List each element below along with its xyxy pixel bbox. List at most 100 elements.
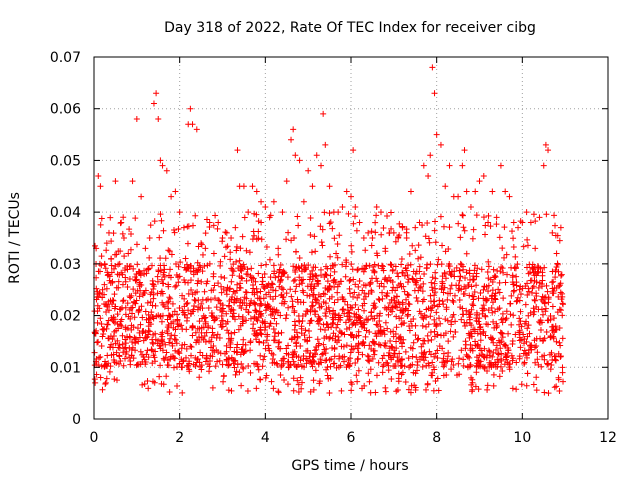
data-point xyxy=(501,224,508,231)
data-point xyxy=(127,315,134,322)
data-point xyxy=(104,272,111,279)
data-point xyxy=(516,329,523,336)
data-point xyxy=(492,308,499,315)
data-point xyxy=(108,256,115,263)
data-point xyxy=(410,315,417,322)
data-point xyxy=(272,309,279,316)
data-point xyxy=(361,342,368,349)
data-point xyxy=(267,320,274,327)
data-point xyxy=(442,330,449,337)
data-point xyxy=(201,262,208,269)
data-point xyxy=(315,361,322,368)
data-point xyxy=(416,284,423,291)
data-point xyxy=(390,294,397,301)
data-point xyxy=(347,304,354,311)
data-point xyxy=(134,325,141,332)
data-point xyxy=(256,376,263,383)
data-point xyxy=(469,235,476,242)
data-point xyxy=(514,261,521,268)
data-point xyxy=(140,327,147,334)
data-point xyxy=(418,353,425,360)
data-point xyxy=(385,304,392,311)
data-point xyxy=(277,278,284,285)
data-point xyxy=(297,342,304,349)
data-point xyxy=(234,341,241,348)
data-point xyxy=(115,261,122,268)
data-point xyxy=(109,278,116,285)
data-point xyxy=(373,250,380,257)
data-point xyxy=(389,287,396,294)
data-point xyxy=(384,278,391,285)
data-point xyxy=(516,286,523,293)
data-point xyxy=(175,323,182,330)
data-point xyxy=(154,290,161,297)
data-point xyxy=(293,353,300,360)
data-point xyxy=(245,363,252,370)
data-point xyxy=(297,299,304,306)
data-point xyxy=(133,362,140,369)
data-point xyxy=(164,299,171,306)
data-point xyxy=(491,272,498,279)
data-point xyxy=(105,317,112,324)
data-point xyxy=(399,223,406,230)
data-point xyxy=(335,333,342,340)
data-point xyxy=(181,295,188,302)
data-point xyxy=(496,234,503,241)
data-point xyxy=(403,296,410,303)
data-point xyxy=(150,352,157,359)
data-point xyxy=(455,360,462,367)
y-tick-label: 0.02 xyxy=(50,309,81,325)
data-point xyxy=(150,313,157,320)
data-point xyxy=(442,183,449,190)
data-point xyxy=(342,263,349,270)
data-point xyxy=(263,244,270,251)
data-point xyxy=(391,350,398,357)
data-point xyxy=(167,313,174,320)
data-point xyxy=(321,209,328,216)
data-point xyxy=(369,275,376,282)
x-tick-label: 10 xyxy=(513,430,531,446)
data-point xyxy=(149,277,156,284)
data-point xyxy=(424,219,431,226)
data-point xyxy=(424,380,431,387)
data-point xyxy=(208,338,215,345)
data-point xyxy=(321,274,328,281)
data-point xyxy=(276,266,283,273)
data-point xyxy=(322,357,329,364)
data-point xyxy=(150,340,157,347)
data-point xyxy=(393,313,400,320)
data-point xyxy=(342,319,349,326)
data-point xyxy=(475,318,482,325)
data-point xyxy=(557,353,564,360)
data-point xyxy=(268,378,275,385)
data-point xyxy=(258,198,265,205)
data-point xyxy=(236,257,243,264)
data-point xyxy=(334,254,341,261)
data-point xyxy=(481,364,488,371)
data-point xyxy=(293,283,300,290)
data-point xyxy=(407,389,414,396)
data-point xyxy=(173,272,180,279)
data-point xyxy=(149,336,156,343)
data-point xyxy=(445,349,452,356)
data-point xyxy=(559,369,566,376)
data-point xyxy=(438,286,445,293)
data-point xyxy=(128,230,135,237)
data-point xyxy=(250,228,257,235)
data-point xyxy=(108,262,115,269)
data-point xyxy=(128,326,135,333)
data-point xyxy=(373,212,380,219)
data-point xyxy=(476,352,483,359)
data-point xyxy=(533,387,540,394)
data-point xyxy=(370,338,377,345)
data-point xyxy=(489,292,496,299)
data-point xyxy=(240,349,247,356)
data-point xyxy=(358,323,365,330)
data-point xyxy=(97,221,104,228)
data-point xyxy=(355,367,362,374)
data-point xyxy=(119,332,126,339)
x-tick-label: 2 xyxy=(175,430,184,446)
data-point xyxy=(548,323,555,330)
data-point xyxy=(307,306,314,313)
data-point xyxy=(275,343,282,350)
